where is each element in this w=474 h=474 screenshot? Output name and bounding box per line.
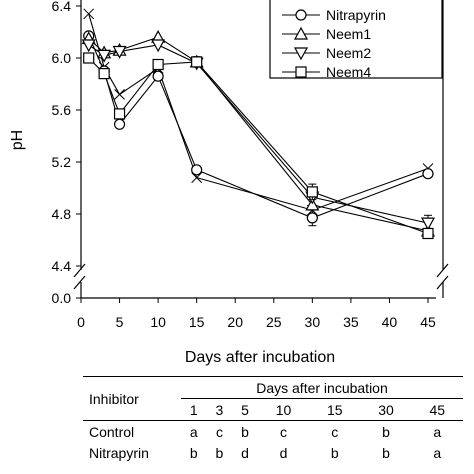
legend-label: Nitrapyrin (326, 7, 386, 23)
x-marker (114, 89, 125, 100)
day-header-cell: 5 (241, 401, 249, 418)
y-tick-label: 5.2 (52, 154, 72, 170)
x-tick-label: 25 (266, 314, 282, 330)
day-header-cell: 45 (429, 401, 446, 418)
table-cell: c (257, 420, 310, 442)
square-marker (191, 56, 203, 68)
square-marker (98, 67, 110, 80)
table-cell: c (206, 420, 233, 442)
circle-marker (191, 164, 203, 176)
table-cell: b (360, 420, 412, 442)
day-header-cell: 15 (326, 401, 343, 418)
table-row: Control a c b c c b a (83, 420, 463, 442)
x-marker-stroke (114, 89, 125, 100)
square-marker (83, 52, 95, 64)
x-axis-label: Days after incubation (185, 349, 335, 366)
table-cell: a (181, 420, 207, 442)
y-tick-label: 4.8 (52, 206, 72, 222)
x-tick-label: 5 (116, 314, 124, 330)
table-cell: d (241, 444, 249, 461)
x-tick-label: 10 (150, 314, 166, 330)
days-header: Days after incubation (181, 376, 463, 399)
table-cell: b (330, 444, 339, 461)
x-marker (83, 8, 95, 20)
chart-plot-area (81, 8, 436, 240)
table-row: Nitrapyrin b b d d b b a (83, 442, 463, 463)
circle-marker (306, 212, 318, 224)
day-header-row: 1 3 5 10 15 30 45 (83, 399, 463, 421)
day-header-cell: 1 (189, 401, 198, 418)
right-break-mark (436, 263, 449, 278)
x-tick-label: 0 (77, 314, 85, 330)
square-marker (306, 186, 318, 198)
circle-marker (422, 168, 434, 180)
table-cell: b (232, 420, 258, 442)
square-marker (113, 108, 126, 120)
table-cell: b (189, 444, 198, 461)
x-marker-stroke (83, 8, 95, 20)
day-header-cell: 30 (378, 401, 394, 418)
row-label: Nitrapyrin (89, 444, 149, 461)
y-axis-label: pH (9, 130, 26, 150)
square-marker (152, 58, 164, 71)
day-header-cell: 3 (215, 401, 224, 418)
x-tick-label: 15 (189, 314, 205, 330)
triangle-up-marker (293, 26, 309, 40)
ph-line-chart: 4.44.85.25.66.06.40.00 5 10 15 20 25 30 35 40 45 … (9, 0, 449, 366)
legend-label: Neem2 (326, 45, 371, 61)
y-axis-break-mark (73, 263, 86, 278)
table-cell: a (411, 420, 463, 442)
legend-label: Neem1 (326, 26, 371, 42)
x-tick-label: 20 (227, 314, 243, 330)
x-tick-label: 40 (382, 314, 398, 330)
x-tick-label: 45 (420, 314, 436, 330)
square-marker (422, 227, 434, 240)
chart-legend: Nitrapyrin Neem1 Neem2 Neem4 (269, 0, 443, 80)
triangle-down-marker (112, 45, 127, 59)
circle-marker (113, 118, 126, 130)
y-tick-label: 5.6 (52, 102, 72, 118)
day-header-cell: 10 (275, 401, 292, 418)
triangle-up-marker (305, 197, 320, 211)
x-tick-label: 35 (343, 314, 359, 330)
triangle-down-marker (293, 47, 309, 61)
table-cell: b (382, 444, 390, 461)
y-axis-break-mark (73, 275, 86, 290)
x-tick-label: 30 (305, 314, 321, 330)
table-cell: a (433, 444, 442, 461)
circle-marker (295, 9, 307, 21)
triangle-down-marker (97, 49, 112, 63)
y-tick-label: 0.0 (52, 290, 72, 306)
table-cell: d (279, 444, 288, 461)
table-cell: c (309, 420, 361, 442)
y-tick-label: 6.4 (52, 0, 72, 14)
table-cell: b (215, 444, 224, 461)
chart-axes: 4.4 4.8 5.2 5.6 6.0 6.4 0.0 0 5 10 15 20 25 30 35 40 45 (52, 0, 449, 330)
square-marker (295, 66, 307, 78)
series-neem4 (83, 52, 434, 240)
table-body: Control a c b c c b a Nitrapyrin b b d d b b a (83, 420, 463, 464)
significance-table: Inhibitor Days after incubation 1 3 5 10 15 3… (83, 376, 463, 463)
circle-marker (152, 70, 164, 82)
row-label: Control (83, 420, 181, 442)
series-line (88, 57, 429, 235)
legend-label: Neem4 (326, 64, 371, 80)
inhibitor-header: Inhibitor (83, 376, 181, 421)
y-tick-label: 6.0 (52, 50, 72, 66)
triangle-down-marker (151, 39, 166, 53)
triangle-down-marker (420, 217, 436, 231)
triangle-down-marker (81, 39, 96, 53)
y-tick-label: 4.4 (52, 258, 72, 274)
right-break-mark (436, 275, 449, 290)
